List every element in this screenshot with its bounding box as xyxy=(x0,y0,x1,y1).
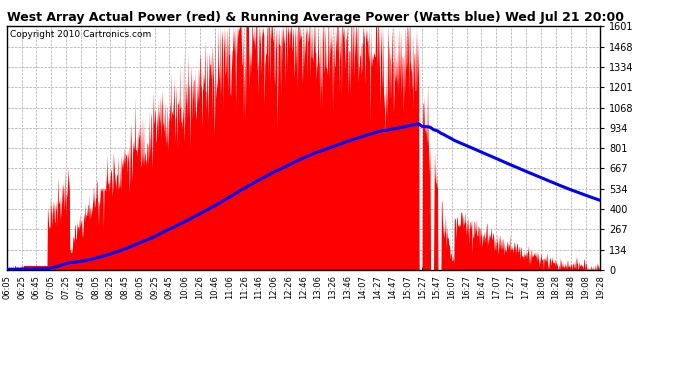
Text: West Array Actual Power (red) & Running Average Power (Watts blue) Wed Jul 21 20: West Array Actual Power (red) & Running … xyxy=(7,11,624,24)
Text: Copyright 2010 Cartronics.com: Copyright 2010 Cartronics.com xyxy=(10,30,151,39)
